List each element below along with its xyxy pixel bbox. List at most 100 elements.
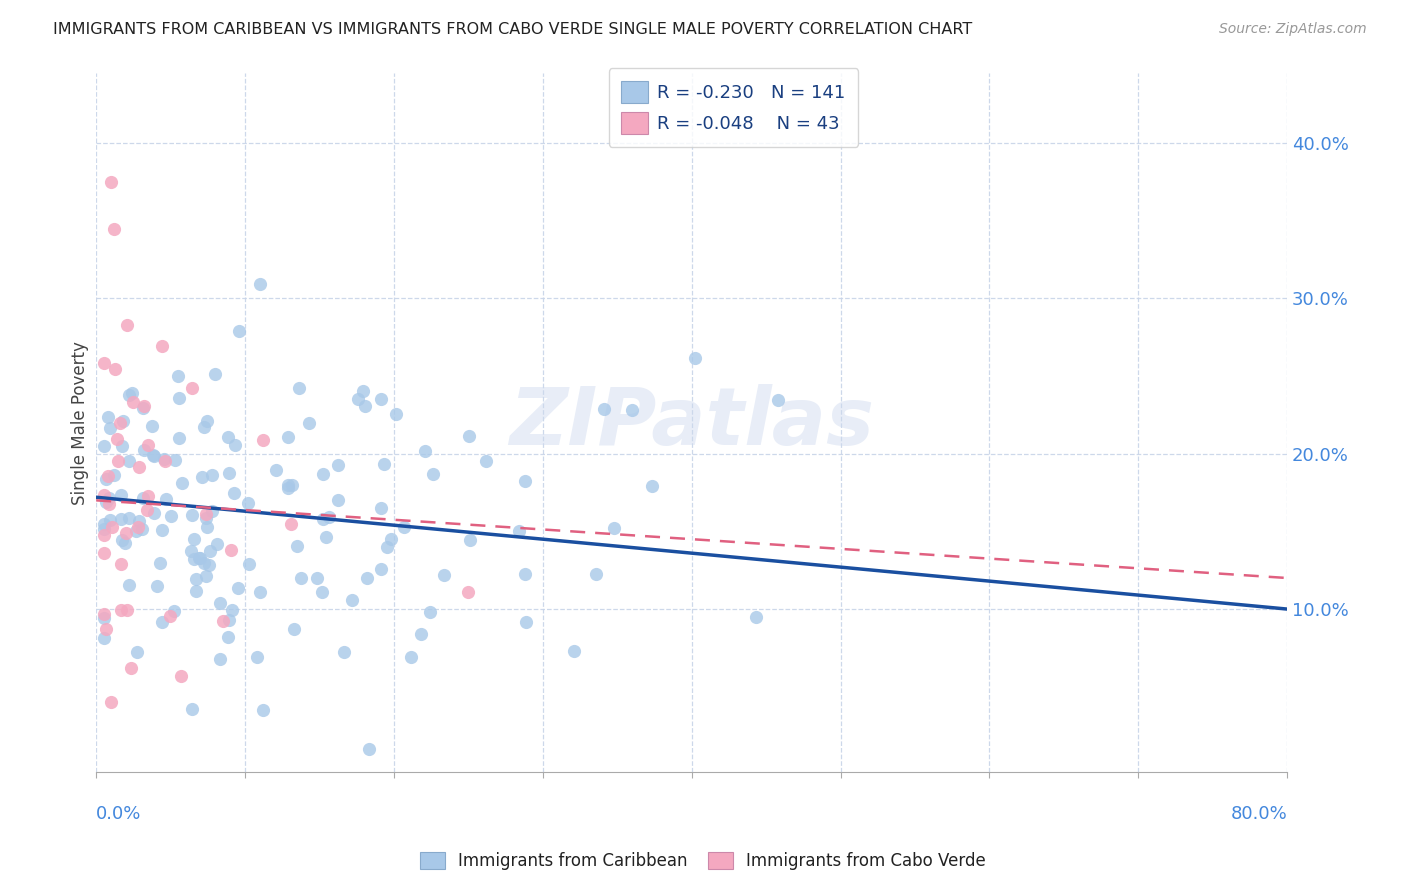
Point (149, 556, 172, 570)
Point (100, 695, 122, 709)
Point (218, 614, 240, 628)
Text: ZIPatlas: ZIPatlas (509, 384, 875, 462)
Point (118, 388, 141, 402)
Point (120, 660, 142, 674)
Point (150, 615, 173, 630)
Point (373, 457, 395, 471)
Point (224, 437, 246, 451)
Point (117, 318, 139, 333)
Point (683, 351, 706, 365)
Point (108, 416, 131, 430)
Point (136, 489, 159, 503)
Point (641, 479, 664, 493)
Point (93, 356, 115, 370)
Point (153, 454, 176, 468)
Point (200, 544, 222, 558)
Point (433, 568, 456, 582)
Point (195, 507, 218, 521)
Point (356, 571, 378, 585)
Point (104, 361, 127, 376)
Point (283, 622, 305, 636)
Point (93, 516, 115, 531)
Point (508, 524, 530, 538)
Point (105, 432, 128, 446)
Point (354, 400, 377, 414)
Point (136, 438, 159, 452)
Point (193, 556, 215, 570)
Point (183, 552, 205, 566)
Point (181, 508, 204, 522)
Point (181, 702, 204, 716)
Point (312, 467, 335, 481)
Point (93, 522, 115, 536)
Point (204, 367, 226, 381)
Point (142, 448, 165, 462)
Point (593, 402, 616, 417)
Point (110, 557, 132, 571)
Point (380, 532, 402, 546)
Point (115, 525, 138, 540)
Point (392, 520, 415, 534)
Point (96, 495, 118, 509)
Point (131, 522, 153, 536)
Point (181, 381, 204, 395)
Point (200, 468, 222, 483)
Point (183, 533, 205, 547)
Point (620, 403, 643, 417)
Point (103, 468, 125, 483)
Point (110, 488, 132, 502)
Point (110, 511, 132, 525)
Point (280, 478, 302, 492)
Point (111, 414, 134, 428)
Point (143, 506, 166, 520)
Point (201, 504, 224, 518)
Point (318, 510, 340, 524)
Point (745, 610, 768, 624)
Point (195, 511, 218, 525)
Point (285, 540, 308, 554)
Point (513, 475, 536, 489)
Point (141, 419, 163, 434)
Point (280, 516, 302, 531)
Point (195, 414, 218, 428)
Y-axis label: Single Male Poverty: Single Male Poverty (72, 341, 89, 505)
Point (224, 485, 246, 500)
Point (217, 430, 239, 444)
Point (346, 392, 368, 406)
Point (238, 557, 260, 571)
Point (98, 491, 121, 506)
Point (150, 339, 173, 353)
Point (252, 433, 274, 447)
Point (103, 221, 125, 235)
Point (170, 669, 193, 683)
Legend: Immigrants from Caribbean, Immigrants from Cabo Verde: Immigrants from Caribbean, Immigrants fr… (413, 845, 993, 877)
Point (219, 543, 242, 558)
Point (252, 703, 274, 717)
Point (132, 401, 155, 415)
Point (209, 596, 232, 610)
Point (128, 514, 150, 528)
Point (226, 581, 249, 595)
Point (475, 454, 498, 468)
Text: 0.0%: 0.0% (96, 805, 142, 823)
Point (311, 585, 333, 599)
Point (132, 399, 155, 413)
Point (228, 324, 250, 338)
Point (191, 470, 214, 484)
Point (135, 503, 157, 517)
Point (246, 650, 269, 665)
Point (115, 603, 138, 617)
Point (352, 384, 374, 398)
Text: Source: ZipAtlas.com: Source: ZipAtlas.com (1219, 22, 1367, 37)
Point (107, 454, 129, 468)
Point (93, 439, 115, 453)
Point (457, 429, 479, 443)
Point (422, 467, 444, 481)
Point (180, 544, 202, 558)
Text: 80.0%: 80.0% (1230, 805, 1286, 823)
Point (98, 513, 121, 527)
Point (118, 578, 141, 592)
Point (169, 431, 191, 445)
Point (142, 450, 165, 464)
Point (132, 491, 155, 505)
